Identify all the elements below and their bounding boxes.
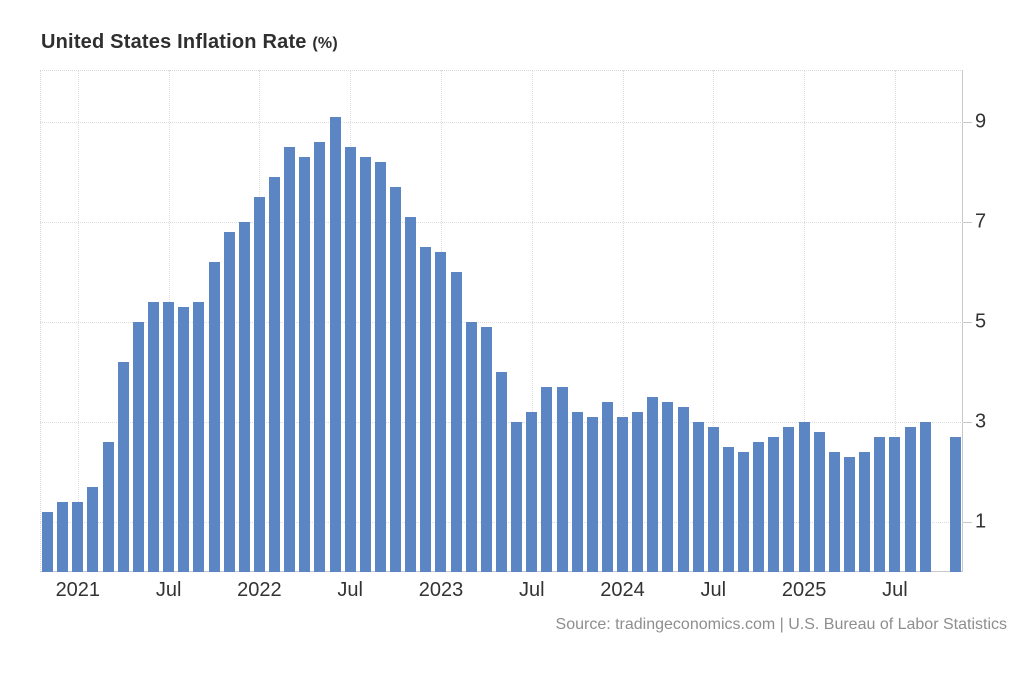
plot-border-top: [40, 70, 963, 71]
bar[interactable]: [208, 262, 220, 572]
bar[interactable]: [828, 452, 840, 572]
bar[interactable]: [798, 422, 810, 572]
bar[interactable]: [556, 387, 568, 572]
bar[interactable]: [586, 417, 598, 572]
bar[interactable]: [374, 162, 386, 572]
x-axis-label: 2022: [237, 579, 282, 601]
y-axis-label: 1: [975, 510, 987, 533]
bar[interactable]: [57, 502, 69, 572]
bar[interactable]: [617, 417, 629, 572]
y-axis-label: 5: [975, 310, 987, 333]
bar[interactable]: [435, 252, 447, 572]
bar[interactable]: [496, 372, 507, 572]
bar[interactable]: [601, 402, 613, 572]
bar[interactable]: [223, 232, 235, 572]
bar[interactable]: [390, 187, 402, 572]
bar[interactable]: [329, 117, 341, 572]
y-axis-tick: [963, 322, 972, 324]
bar[interactable]: [465, 322, 477, 572]
bar[interactable]: [571, 412, 583, 572]
bar[interactable]: [344, 147, 356, 572]
bar[interactable]: [238, 222, 250, 572]
y-axis-label: 3: [975, 410, 987, 433]
x-axis-label: Jul: [337, 579, 363, 601]
x-axis-label: Jul: [700, 579, 727, 601]
bar[interactable]: [253, 197, 265, 572]
gridline-horizontal: [40, 222, 963, 224]
bar[interactable]: [450, 272, 462, 572]
bar[interactable]: [647, 397, 659, 572]
gridline-vertical: [531, 70, 533, 572]
bar[interactable]: [526, 412, 538, 572]
page-title: United States Inflation Rate (%): [41, 31, 338, 54]
gridline-horizontal: [40, 322, 963, 324]
bar[interactable]: [511, 422, 523, 572]
bar[interactable]: [768, 437, 780, 572]
bar[interactable]: [677, 407, 689, 572]
gridline-vertical: [894, 70, 896, 572]
bar[interactable]: [269, 177, 281, 572]
y-axis-tick: [963, 522, 972, 524]
page-title-text: United States Inflation Rate: [41, 31, 307, 53]
bar[interactable]: [904, 427, 916, 572]
bar[interactable]: [178, 307, 190, 572]
x-axis-label: 2025: [781, 579, 827, 601]
bar[interactable]: [42, 512, 54, 572]
bar[interactable]: [299, 157, 311, 572]
gridline-vertical: [77, 70, 79, 572]
gridline-vertical: [713, 70, 715, 572]
bar[interactable]: [102, 442, 114, 572]
source-text: Source: tradingeconomics.com | U.S. Bure…: [555, 616, 1007, 633]
bar[interactable]: [859, 452, 871, 572]
bar[interactable]: [783, 427, 795, 572]
x-axis-label: 2021: [55, 579, 101, 601]
bar[interactable]: [662, 402, 674, 572]
plot-border-left: [40, 70, 41, 572]
bar[interactable]: [874, 437, 886, 572]
bar[interactable]: [889, 437, 901, 572]
bar[interactable]: [707, 427, 719, 572]
page-title-unit: (%): [312, 35, 338, 52]
y-axis-tick: [963, 222, 972, 224]
x-axis-label: 2024: [600, 579, 645, 601]
bar[interactable]: [949, 437, 961, 572]
bar[interactable]: [844, 457, 856, 572]
y-axis-label: 7: [975, 210, 987, 233]
y-axis-tick: [963, 122, 972, 124]
bar[interactable]: [193, 302, 205, 572]
plot-area[interactable]: [40, 70, 963, 572]
y-axis-line: [962, 70, 963, 572]
gridline-vertical: [804, 70, 806, 572]
bar[interactable]: [132, 322, 144, 572]
bar[interactable]: [480, 327, 492, 572]
y-axis-tick: [963, 422, 972, 424]
bar[interactable]: [359, 157, 371, 572]
x-axis-label: Jul: [882, 579, 908, 601]
bar[interactable]: [87, 487, 99, 572]
x-axis-label: Jul: [518, 579, 545, 601]
y-axis-label: 9: [975, 110, 987, 133]
bar[interactable]: [632, 412, 644, 572]
bar[interactable]: [284, 147, 296, 572]
bar[interactable]: [147, 302, 159, 572]
x-axis-label: Jul: [155, 579, 182, 601]
bar[interactable]: [72, 502, 84, 572]
bar[interactable]: [738, 452, 750, 572]
bar[interactable]: [813, 432, 825, 572]
bar[interactable]: [405, 217, 417, 572]
bar[interactable]: [753, 442, 765, 572]
bar[interactable]: [541, 387, 553, 572]
bar[interactable]: [692, 422, 704, 572]
gridline-horizontal: [40, 122, 963, 124]
bar[interactable]: [314, 142, 326, 572]
bar[interactable]: [117, 362, 129, 572]
bar[interactable]: [420, 247, 432, 572]
bar[interactable]: [919, 422, 931, 572]
inflation-bar-chart[interactable]: 1 3 5 7 9 2021 Jul 2022 Jul 2023 Jul 2024 Jul 2025 Jul: [40, 70, 986, 601]
gridline-vertical: [622, 70, 624, 572]
bar[interactable]: [163, 302, 175, 572]
bar[interactable]: [722, 447, 734, 572]
x-axis-label: 2023: [418, 579, 464, 601]
